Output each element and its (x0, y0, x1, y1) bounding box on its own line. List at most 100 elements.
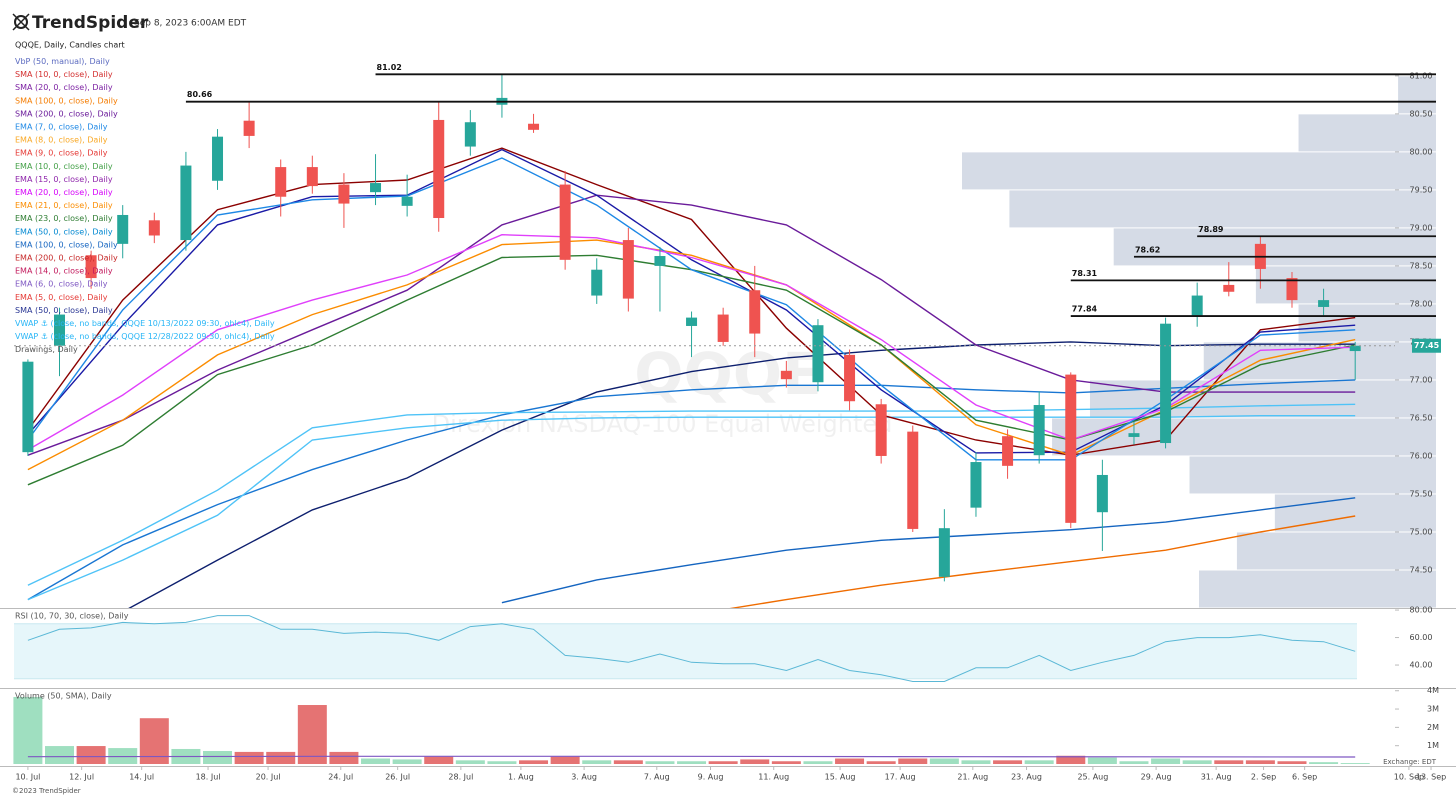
volume-bar (550, 756, 580, 764)
volume-tick-label: 2M (1427, 723, 1439, 732)
legend-entry: EMA (21, 0, close), Daily (15, 201, 113, 210)
volume-sma-line (27, 755, 1356, 758)
x-tick-label: 10. Sep (1394, 773, 1424, 782)
candle-body (243, 120, 255, 136)
volume-bar (645, 761, 675, 764)
y-tick-label: 80.50 (1410, 109, 1433, 118)
indicator-line (27, 379, 1356, 601)
level-label: 81.02 (377, 63, 402, 72)
candle-body (1318, 300, 1330, 307)
volume-bar (613, 760, 643, 764)
volume-bar (424, 756, 454, 764)
legend-entry: EMA (6, 0, close), Daily (15, 280, 108, 289)
y-tick-label: 76.00 (1410, 451, 1433, 460)
candle-body (338, 184, 350, 204)
volume-bar (866, 761, 896, 764)
legend-entry: EMA (5, 0, close), Daily (15, 293, 108, 302)
legend-entry: Drawings, Daily (15, 345, 78, 354)
candle-body (306, 167, 318, 187)
x-tick-label: 7. Aug (644, 773, 670, 782)
candle-body (85, 255, 97, 279)
volume-profile-bar (962, 152, 1436, 190)
copyright: ©2023 TrendSpider (12, 787, 81, 795)
volume-bar (835, 758, 865, 764)
candle-body (1128, 433, 1140, 437)
level-label: 78.89 (1198, 225, 1224, 234)
volume-bar (1309, 762, 1339, 764)
x-tick-label: 28. Jul (448, 773, 473, 782)
volume-bar (76, 746, 106, 764)
legend-entry: VWAP ⚓ (close, no bands, QQQE 12/28/2022… (15, 332, 275, 341)
volume-bar (740, 759, 770, 764)
y-tick-label: 80.00 (1410, 147, 1433, 156)
foreground-layer: 74.5075.0075.5076.0076.5077.0077.5078.00… (13, 41, 1446, 782)
volume-profile-bar (1199, 570, 1436, 608)
x-tick-label: 2. Sep (1251, 773, 1276, 782)
candle-body (1002, 436, 1014, 466)
last-price-tag (1412, 338, 1441, 353)
rsi-tick-label: 60.00 (1410, 633, 1433, 642)
rsi-label: RSI (10, 70, 30, close), Daily (15, 612, 129, 621)
x-tick-label: 25. Aug (1077, 773, 1108, 782)
x-tick-label: 18. Jul (196, 773, 221, 782)
candle-body (464, 122, 476, 147)
volume-bar (1119, 761, 1149, 764)
indicator-line (27, 147, 1356, 456)
x-tick-label: 9. Aug (698, 773, 724, 782)
legend-entry: EMA (7, 0, close), Daily (15, 123, 108, 132)
candle-body (875, 404, 887, 456)
volume-profile-bar (1189, 456, 1436, 494)
candle-body (370, 183, 382, 193)
volume-profile-bar (1236, 532, 1436, 570)
x-tick-label: 11. Aug (758, 773, 789, 782)
x-tick-label: 31. Aug (1201, 773, 1232, 782)
volume-profile-bar (1398, 76, 1436, 114)
x-tick-label: 24. Jul (328, 773, 353, 782)
legend-entry: EMA (200, 0, close), Daily (15, 254, 118, 263)
exchange: Exchange: EDT (1383, 758, 1437, 766)
rsi-line (27, 615, 1356, 682)
x-tick-label: 13. Sep (1416, 773, 1446, 782)
candle-body (907, 431, 919, 529)
candle-body (749, 290, 761, 334)
level-label: 80.66 (187, 90, 213, 99)
legend-entry: EMA (8, 0, close), Daily (15, 136, 108, 145)
candle-body (1191, 295, 1203, 317)
candle-body (528, 123, 540, 130)
candle-body (559, 184, 571, 260)
y-tick-label: 79.00 (1410, 223, 1433, 232)
candle-body (622, 240, 634, 299)
x-tick-label: 17. Aug (885, 773, 916, 782)
volume-tick-label: 1M (1427, 741, 1439, 750)
volume-bar (961, 760, 991, 764)
last-price-label: 77.45 (1414, 341, 1440, 350)
indicator-line (128, 341, 1356, 608)
candle-body (812, 325, 824, 383)
legend-entry: EMA (14, 0, close), Daily (15, 267, 113, 276)
rsi-tick-label: 80.00 (1410, 606, 1433, 615)
x-tick-label: 21. Aug (957, 773, 988, 782)
candle-body (654, 256, 666, 266)
legend-entry: VbP (50, manual), Daily (15, 57, 110, 66)
indicator-line (27, 194, 1356, 456)
y-tick-label: 81.00 (1410, 71, 1433, 80)
legend-entry: EMA (10, 0, close), Daily (15, 162, 113, 171)
volume-bar (1214, 760, 1244, 764)
y-tick-label: 78.00 (1410, 299, 1433, 308)
candle-body (275, 167, 287, 197)
y-tick-label: 74.50 (1410, 565, 1433, 574)
legend-entry: SMA (50, 0, close), Daily (15, 306, 113, 315)
candle-body (433, 119, 445, 219)
x-tick-label: 3. Aug (571, 773, 597, 782)
candle-body (54, 314, 66, 346)
volume-bar (45, 746, 75, 764)
candle-body (212, 136, 224, 181)
level-label: 78.31 (1072, 269, 1098, 278)
candle-body (117, 214, 129, 244)
volume-bar (1087, 757, 1117, 764)
logo (12, 13, 30, 31)
indicator-line (27, 157, 1356, 461)
level-label: 77.84 (1072, 305, 1098, 314)
